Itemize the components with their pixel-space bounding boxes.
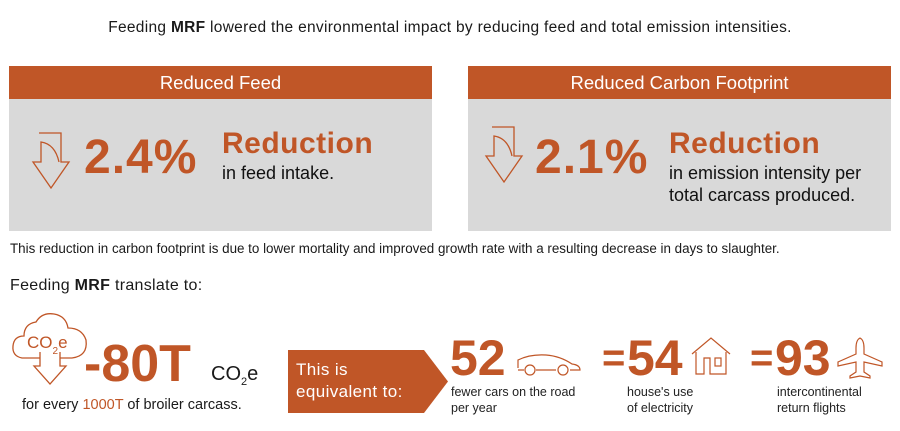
co2-value: -80T: [84, 335, 191, 393]
houses-desc: house's use of electricity: [627, 385, 694, 415]
footnote: This reduction in carbon footprint is du…: [10, 241, 780, 256]
cars-desc: fewer cars on the road per year: [451, 385, 576, 415]
section-heading: Feeding MRF translate to:: [10, 277, 203, 294]
house-icon: [691, 337, 731, 375]
panel-header: Reduced Feed: [9, 66, 432, 99]
reduction-label: Reduction: [222, 127, 374, 160]
cars-value: 52: [450, 330, 506, 386]
car-icon: [517, 354, 581, 376]
down-arrow-icon: [484, 126, 524, 184]
page-title: Feeding MRF lowered the environmental im…: [108, 19, 792, 36]
carbon-reduction-value: 2.1%: [535, 131, 649, 184]
reduced-feed-panel: Reduced Feed 2.4% Reduction in feed inta…: [9, 66, 432, 231]
panel-header: Reduced Carbon Footprint: [468, 66, 891, 99]
equals-sign: =: [602, 336, 626, 380]
equivalent-arrow: This is equivalent to:: [288, 350, 448, 413]
co2-caption: for every 1000T of broiler carcass.: [22, 397, 242, 413]
down-arrow-icon: [31, 132, 71, 190]
reduced-carbon-panel: Reduced Carbon Footprint 2.1% Reduction …: [468, 66, 891, 231]
reduction-desc: in emission intensity per total carcass p…: [669, 163, 862, 205]
feed-reduction-value: 2.4%: [84, 131, 198, 184]
co2-unit: CO2e: [211, 363, 259, 388]
flights-desc: intercontinental return flights: [777, 385, 862, 415]
houses-value: 54: [627, 330, 683, 386]
airplane-icon: [837, 337, 883, 379]
co2-cloud-icon: CO2e: [12, 313, 87, 385]
reduction-label: Reduction: [669, 127, 821, 160]
reduction-desc: in feed intake.: [222, 163, 335, 183]
svg-text:CO2e: CO2e: [27, 333, 68, 357]
equals-sign: =: [750, 336, 774, 380]
flights-value: 93: [775, 330, 831, 386]
